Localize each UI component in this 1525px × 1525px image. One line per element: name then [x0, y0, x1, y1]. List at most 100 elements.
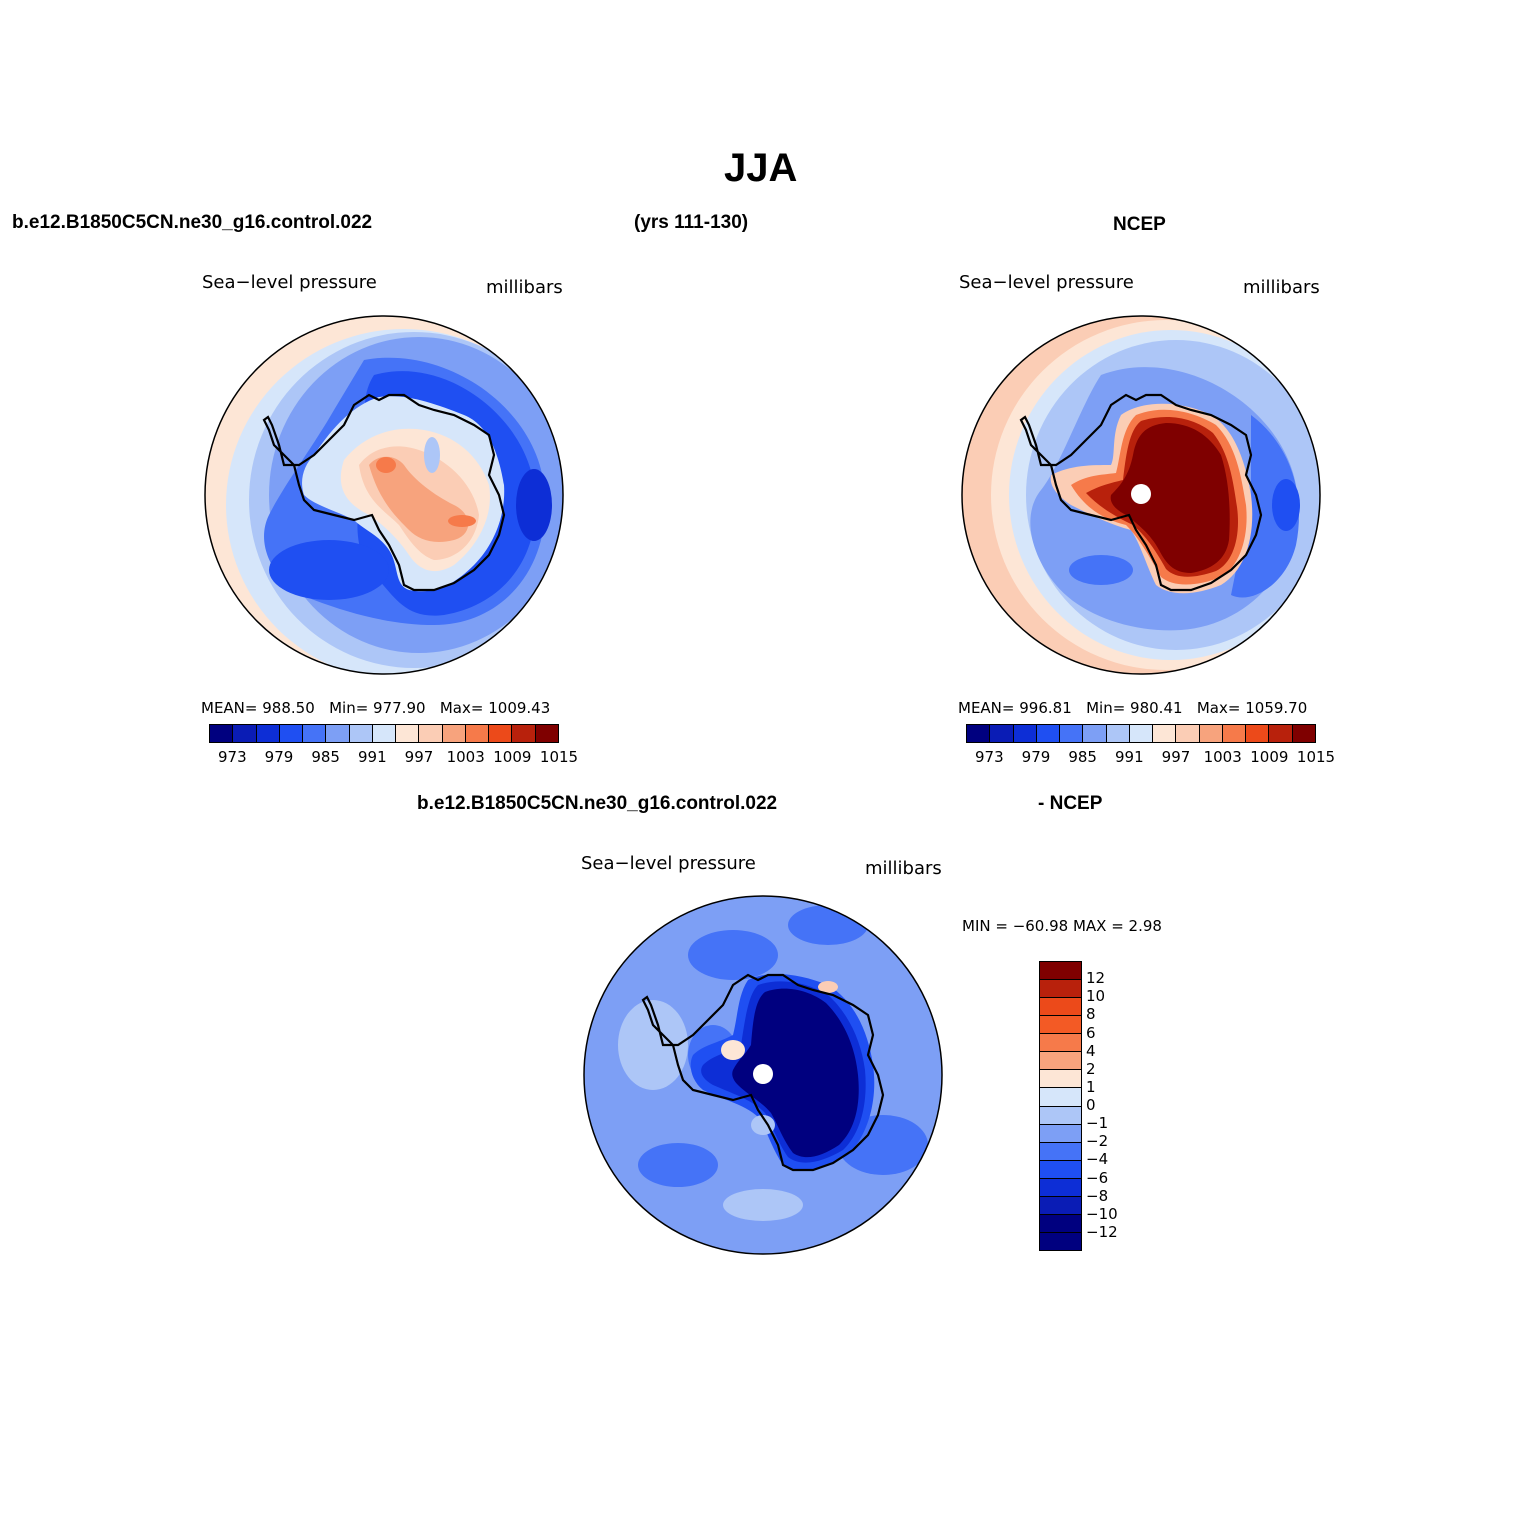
colorbar-tick-label: −2	[1086, 1132, 1109, 1151]
colorbar-swatch	[1153, 725, 1177, 742]
pole-mask	[1131, 484, 1151, 504]
colorbar-swatch	[489, 725, 513, 742]
colorbar-swatch	[1040, 1196, 1081, 1215]
max-value: 1059.70	[1245, 699, 1308, 717]
max-label: Max=	[439, 699, 484, 717]
colorbar-swatch	[465, 725, 490, 742]
colorbar-tick-label: 4	[1086, 1041, 1096, 1060]
colorbar-swatch	[512, 725, 536, 742]
colorbar-tick-label: 979	[1021, 748, 1051, 766]
colorbar-swatch	[1060, 725, 1084, 742]
colorbar-swatch	[1292, 725, 1315, 742]
colorbar-swatch	[256, 725, 280, 742]
difference-colorbar	[1039, 961, 1082, 1251]
colorbar-tick-label: 1003	[446, 748, 485, 766]
colorbar-swatch	[1040, 1142, 1081, 1161]
panel3-units-label: millibars	[865, 858, 942, 879]
colorbar-tick-label: −8	[1086, 1186, 1109, 1205]
colorbar-swatch	[1040, 1016, 1081, 1035]
pole-mask	[753, 1064, 773, 1084]
colorbar-swatch	[1040, 962, 1081, 981]
figure-title: JJA	[724, 146, 798, 190]
min-label: Min=	[1086, 699, 1126, 717]
colorbar-tick-label: 1009	[1250, 748, 1289, 766]
diff-case-header: b.e12.B1850C5CN.ne30_g16.control.022	[417, 793, 778, 814]
colorbar-swatch	[1040, 980, 1081, 999]
colorbar-tick-label: 1003	[1203, 748, 1242, 766]
min-value: 980.41	[1130, 699, 1183, 717]
colorbar-tick-label: −1	[1086, 1114, 1109, 1133]
colorbar-swatch	[535, 725, 558, 742]
years-header: (yrs 111-130)	[634, 212, 749, 233]
colorbar-swatch	[1040, 1160, 1081, 1179]
panel2-variable-label: Sea−level pressure	[959, 272, 1134, 293]
colorbar-swatch	[1040, 1232, 1081, 1250]
colorbar-tick-label: −12	[1086, 1222, 1118, 1241]
colorbar-tick-label: 1015	[1296, 748, 1336, 766]
colorbar-swatch	[1040, 1178, 1081, 1197]
colorbar-tick-label: 12	[1086, 969, 1106, 988]
colorbar-tick-label: −4	[1086, 1150, 1109, 1169]
colorbar-swatch	[1013, 725, 1037, 742]
difference-slp-map	[583, 895, 943, 1255]
mean-value: 988.50	[262, 699, 315, 717]
colorbar-swatch	[990, 725, 1014, 742]
colorbar-tick-label: 973	[975, 748, 1004, 766]
obs-header: NCEP	[1113, 214, 1166, 235]
colorbar-tick-label: −6	[1086, 1168, 1109, 1187]
panel2-colorbar	[966, 724, 1316, 743]
colorbar-swatch	[1106, 725, 1130, 742]
colorbar-swatch	[1040, 1214, 1081, 1233]
colorbar-swatch	[372, 725, 397, 742]
colorbar-swatch	[1040, 998, 1081, 1017]
max-label: Max=	[1196, 699, 1241, 717]
colorbar-swatch	[1083, 725, 1107, 742]
colorbar-swatch	[1040, 1106, 1081, 1125]
colorbar-swatch	[326, 725, 350, 742]
colorbar-swatch	[1040, 1088, 1081, 1107]
colorbar-tick-label: 1015	[539, 748, 579, 766]
colorbar-tick-label: 985	[311, 748, 340, 766]
colorbar-swatch	[419, 725, 443, 742]
colorbar-tick-label: 991	[1115, 748, 1144, 766]
colorbar-tick-label: 6	[1086, 1023, 1096, 1042]
panel1-stats: MEAN= 988.50 Min= 977.90 Max= 1009.43	[201, 699, 550, 717]
colorbar-tick-label: 991	[358, 748, 387, 766]
colorbar-swatch	[1246, 725, 1270, 742]
mean-value: 996.81	[1019, 699, 1072, 717]
panel3-minmax: MIN = −60.98 MAX = 2.98	[962, 917, 1162, 935]
colorbar-tick-label: 10	[1086, 987, 1106, 1006]
colorbar-tick-label: 997	[1161, 748, 1191, 766]
diff-obs-header: - NCEP	[1038, 793, 1103, 814]
colorbar-tick-label: 2	[1086, 1059, 1096, 1078]
colorbar-swatch	[396, 725, 420, 742]
colorbar-swatch	[1040, 1070, 1081, 1089]
colorbar-tick-label: −10	[1086, 1204, 1118, 1223]
colorbar-tick-label: 997	[404, 748, 434, 766]
colorbar-tick-label: 0	[1086, 1096, 1096, 1114]
colorbar-swatch	[1040, 1034, 1081, 1053]
colorbar-swatch	[967, 725, 991, 742]
panel1-variable-label: Sea−level pressure	[202, 272, 377, 293]
mean-label: MEAN=	[958, 699, 1015, 717]
min-value: 977.90	[373, 699, 426, 717]
colorbar-tick-label: 1009	[493, 748, 532, 766]
max-value: 1009.43	[488, 699, 551, 717]
colorbar-tick-label: 979	[264, 748, 294, 766]
colorbar-swatch	[1040, 1052, 1081, 1071]
colorbar-swatch	[1129, 725, 1154, 742]
colorbar-swatch	[1040, 1124, 1081, 1143]
colorbar-swatch	[210, 725, 234, 742]
colorbar-swatch	[1176, 725, 1200, 742]
min-label: Min=	[329, 699, 369, 717]
colorbar-swatch	[279, 725, 304, 742]
panel1-colorbar	[209, 724, 559, 743]
colorbar-swatch	[1036, 725, 1061, 742]
colorbar-tick-label: 1	[1086, 1077, 1096, 1096]
colorbar-tick-label: 8	[1086, 1005, 1096, 1024]
colorbar-tick-label: 973	[218, 748, 247, 766]
panel2-units-label: millibars	[1243, 277, 1320, 298]
ncep-slp-map	[961, 315, 1321, 675]
panel3-variable-label: Sea−level pressure	[581, 853, 756, 874]
colorbar-swatch	[233, 725, 257, 742]
